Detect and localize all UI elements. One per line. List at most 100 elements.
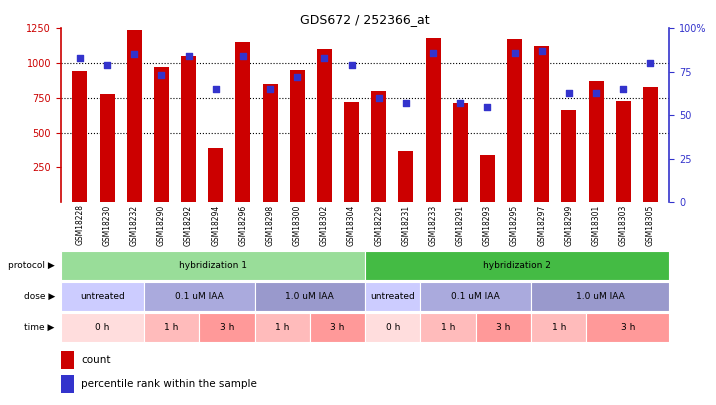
Text: 3 h: 3 h: [496, 323, 511, 332]
Point: [536, 48, 548, 54]
Bar: [61, 282, 144, 311]
Text: 1 h: 1 h: [275, 323, 289, 332]
Bar: [534, 47, 549, 202]
Bar: [254, 282, 365, 311]
Bar: [561, 110, 576, 202]
Bar: [254, 313, 310, 342]
Text: GSM18298: GSM18298: [266, 205, 274, 245]
Point: [373, 95, 384, 101]
Point: [400, 100, 412, 106]
Text: GSM18305: GSM18305: [646, 205, 655, 246]
Point: [427, 49, 439, 56]
Text: GSM18295: GSM18295: [510, 205, 519, 246]
Bar: [317, 49, 332, 202]
Bar: [531, 313, 586, 342]
Text: GSM18299: GSM18299: [564, 205, 574, 246]
Text: 1.0 uM IAA: 1.0 uM IAA: [576, 292, 624, 301]
Text: GSM18290: GSM18290: [157, 205, 166, 246]
Bar: [154, 67, 169, 202]
Point: [455, 100, 466, 106]
Text: GSM18301: GSM18301: [591, 205, 601, 246]
Text: hybridization 2: hybridization 2: [483, 261, 551, 270]
Bar: [398, 151, 413, 202]
Text: GSM18292: GSM18292: [184, 205, 193, 245]
Bar: [643, 87, 658, 202]
Text: GSM18228: GSM18228: [75, 205, 84, 245]
Bar: [72, 71, 87, 202]
Bar: [420, 282, 531, 311]
Text: 1.0 uM IAA: 1.0 uM IAA: [286, 292, 334, 301]
Text: GSM18232: GSM18232: [130, 205, 139, 245]
Bar: [61, 313, 144, 342]
Bar: [236, 42, 251, 202]
Point: [617, 86, 629, 92]
Bar: [208, 148, 223, 202]
Point: [264, 86, 276, 92]
Text: 0.1 uM IAA: 0.1 uM IAA: [175, 292, 223, 301]
Bar: [61, 251, 365, 280]
Point: [319, 55, 330, 61]
Bar: [344, 102, 359, 202]
Bar: [365, 282, 420, 311]
Text: GSM18291: GSM18291: [456, 205, 465, 245]
Bar: [144, 313, 199, 342]
Bar: [589, 81, 604, 202]
Text: GSM18297: GSM18297: [537, 205, 546, 246]
Text: untreated: untreated: [370, 292, 415, 301]
Text: 3 h: 3 h: [621, 323, 635, 332]
Point: [482, 103, 493, 110]
Bar: [480, 155, 495, 202]
Text: GSM18303: GSM18303: [619, 205, 628, 246]
Bar: [61, 352, 74, 369]
Bar: [100, 94, 115, 202]
Text: untreated: untreated: [80, 292, 125, 301]
Text: 3 h: 3 h: [330, 323, 344, 332]
Text: GSM18231: GSM18231: [402, 205, 410, 245]
Bar: [144, 282, 254, 311]
Point: [563, 90, 575, 96]
Bar: [616, 100, 631, 202]
Text: percentile rank within the sample: percentile rank within the sample: [81, 379, 257, 389]
Point: [291, 74, 303, 80]
Bar: [127, 30, 142, 202]
Bar: [199, 313, 254, 342]
Bar: [507, 39, 522, 202]
Text: GSM18302: GSM18302: [320, 205, 329, 246]
Point: [183, 53, 194, 60]
Bar: [420, 313, 476, 342]
Point: [210, 86, 221, 92]
Bar: [476, 313, 531, 342]
Text: GSM18229: GSM18229: [374, 205, 383, 245]
Text: dose ▶: dose ▶: [24, 292, 55, 301]
Bar: [425, 38, 440, 202]
Bar: [290, 70, 305, 202]
Text: GSM18233: GSM18233: [429, 205, 437, 246]
Bar: [61, 375, 74, 393]
Bar: [453, 103, 468, 202]
Point: [74, 55, 86, 61]
Text: hybridization 1: hybridization 1: [179, 261, 247, 270]
Bar: [263, 84, 278, 202]
Text: 1 h: 1 h: [441, 323, 455, 332]
Bar: [181, 56, 196, 202]
Point: [509, 49, 521, 56]
Text: 0 h: 0 h: [95, 323, 110, 332]
Text: count: count: [81, 356, 110, 365]
Point: [644, 60, 656, 66]
Bar: [372, 91, 386, 202]
Text: GSM18293: GSM18293: [483, 205, 492, 246]
Text: 1 h: 1 h: [551, 323, 566, 332]
Text: GSM18304: GSM18304: [347, 205, 356, 246]
Text: GSM18294: GSM18294: [211, 205, 221, 246]
Point: [346, 62, 357, 68]
Text: 0.1 uM IAA: 0.1 uM IAA: [452, 292, 500, 301]
Text: protocol ▶: protocol ▶: [8, 261, 55, 270]
Title: GDS672 / 252366_at: GDS672 / 252366_at: [300, 13, 430, 26]
Text: GSM18300: GSM18300: [293, 205, 301, 246]
Text: 1 h: 1 h: [165, 323, 179, 332]
Point: [591, 90, 602, 96]
Text: 3 h: 3 h: [220, 323, 234, 332]
Bar: [365, 251, 669, 280]
Bar: [586, 313, 669, 342]
Bar: [365, 313, 420, 342]
